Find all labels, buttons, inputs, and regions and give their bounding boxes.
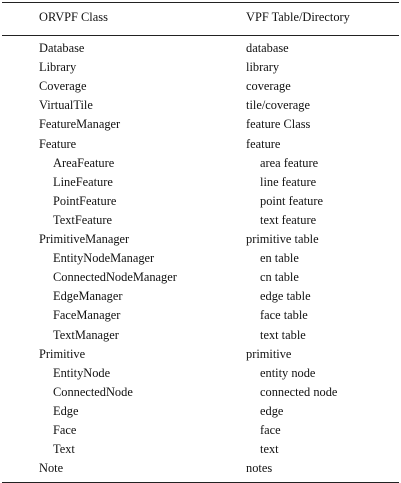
vpf-table-cell: edge table: [260, 289, 311, 304]
orvpf-class-cell: Face: [53, 423, 77, 437]
vpf-table-cell: en table: [260, 251, 299, 266]
vpf-table-cell: text: [260, 442, 279, 457]
vpf-table-cell: library: [246, 60, 280, 75]
table-row: Coverage coverage: [0, 77, 401, 96]
table-row: AreaFeature area feature: [0, 154, 401, 173]
table-row: TextFeature text feature: [0, 211, 401, 230]
vpf-table-cell: feature: [246, 136, 281, 151]
vpf-table-cell: edge: [260, 403, 284, 418]
table-row: FeatureManager feature Class: [0, 115, 401, 134]
orvpf-class-cell: Coverage: [39, 79, 87, 94]
table-row: Feature feature: [0, 135, 401, 154]
orvpf-class-cell: PrimitiveManager: [39, 232, 130, 246]
table-row: PointFeature point feature: [0, 192, 401, 211]
table-row: ConnectedNodeManager cn table: [0, 268, 401, 287]
orvpf-class-cell: EntityNodeManager: [53, 251, 155, 266]
vpf-table-cell: area feature: [260, 155, 319, 170]
table-row: EntityNode entity node: [0, 364, 401, 383]
orvpf-class-cell: TextManager: [53, 327, 119, 342]
orvpf-class-cell: VirtualTile: [39, 98, 93, 113]
vpf-table-cell: feature Class: [246, 117, 311, 132]
orvpf-class-cell: Library: [39, 60, 77, 75]
table-row: EdgeManager edge table: [0, 287, 401, 306]
table-header-row: ORVPF Class VPF Table/Directory: [0, 8, 401, 27]
orvpf-class-cell: Edge: [53, 403, 79, 418]
table-row: Note notes: [0, 459, 401, 478]
header-vpf-table-directory: VPF Table/Directory: [246, 10, 350, 24]
orvpf-class-cell: PointFeature: [53, 193, 117, 208]
table-row: EntityNodeManager en table: [0, 249, 401, 268]
vpf-table-cell: tile/coverage: [246, 98, 310, 113]
orvpf-class-cell: AreaFeature: [53, 155, 115, 170]
orvpf-class-cell: TextFeature: [53, 212, 112, 227]
table-row: Edge edge: [0, 402, 401, 421]
table-row: PrimitiveManager primitive table: [0, 230, 401, 249]
orvpf-class-cell: Note: [39, 461, 64, 476]
vpf-table-cell: connected node: [260, 384, 338, 399]
table-row: VirtualTile tile/coverage: [0, 96, 401, 115]
vpf-table-cell: face: [260, 423, 281, 437]
vpf-table-cell: notes: [246, 461, 273, 476]
header-orvpf-class: ORVPF Class: [39, 10, 108, 24]
vpf-table-cell: cn table: [260, 270, 299, 285]
orvpf-class-cell: FaceManager: [53, 308, 121, 323]
vpf-table-cell: face table: [260, 308, 308, 323]
table-header-rule: [2, 35, 399, 36]
orvpf-class-cell: ConnectedNode: [53, 384, 133, 399]
table-row: FaceManager face table: [0, 306, 401, 325]
table-top-rule: [2, 2, 399, 3]
orvpf-class-cell: Database: [39, 41, 85, 55]
orvpf-class-cell: EntityNode: [53, 365, 111, 380]
orvpf-class-cell: Primitive: [39, 346, 86, 361]
vpf-table-cell: primitive table: [246, 232, 319, 246]
vpf-table-cell: database: [246, 41, 289, 55]
table-row: Primitive primitive: [0, 345, 401, 364]
orvpf-class-cell: LineFeature: [53, 174, 113, 189]
vpf-table-cell: text feature: [260, 212, 317, 227]
orvpf-class-cell: FeatureManager: [39, 117, 121, 132]
table-row: TextManager text table: [0, 326, 401, 345]
vpf-table-cell: coverage: [246, 79, 291, 94]
table-row: Library library: [0, 58, 401, 77]
vpf-table-cell: point feature: [260, 193, 323, 208]
vpf-table-cell: entity node: [260, 365, 316, 380]
table-row: Text text: [0, 440, 401, 459]
table-row: Database database: [0, 39, 401, 58]
vpf-table-cell: text table: [260, 327, 306, 342]
vpf-table-cell: line feature: [260, 174, 317, 189]
vpf-table-cell: primitive: [246, 346, 292, 361]
table-row: LineFeature line feature: [0, 173, 401, 192]
orvpf-class-cell: ConnectedNodeManager: [53, 270, 177, 285]
table-row: ConnectedNode connected node: [0, 383, 401, 402]
table-row: Face face: [0, 421, 401, 440]
orvpf-class-cell: Feature: [39, 136, 77, 151]
orvpf-class-cell: EdgeManager: [53, 289, 123, 304]
orvpf-class-cell: Text: [53, 442, 75, 457]
